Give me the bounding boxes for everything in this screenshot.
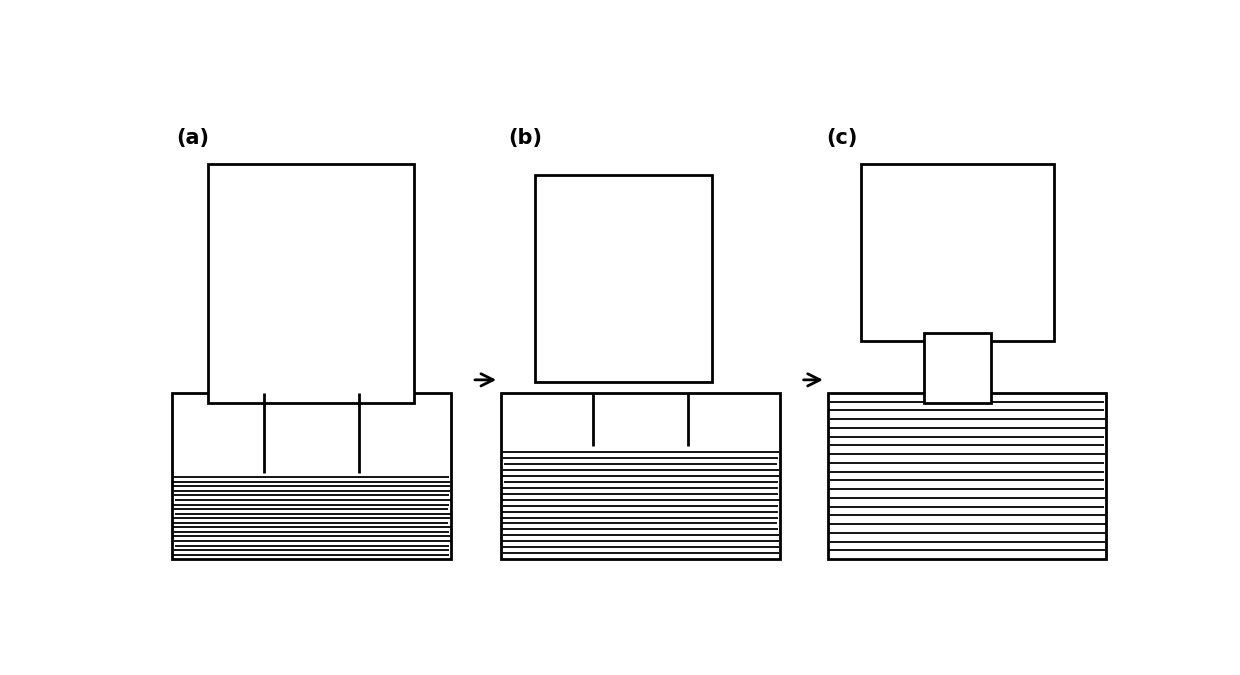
Text: (c): (c) (826, 128, 857, 148)
Bar (924, 333, 991, 403)
Text: (a): (a) (176, 128, 210, 148)
Bar (534, 175, 713, 383)
Bar (172, 472, 451, 559)
Bar (172, 393, 451, 559)
Bar (828, 393, 1106, 559)
Bar (501, 393, 780, 559)
Bar (828, 393, 1106, 559)
Bar (208, 164, 414, 403)
Bar (862, 164, 1054, 341)
Text: (b): (b) (508, 128, 543, 148)
Bar (501, 446, 780, 559)
